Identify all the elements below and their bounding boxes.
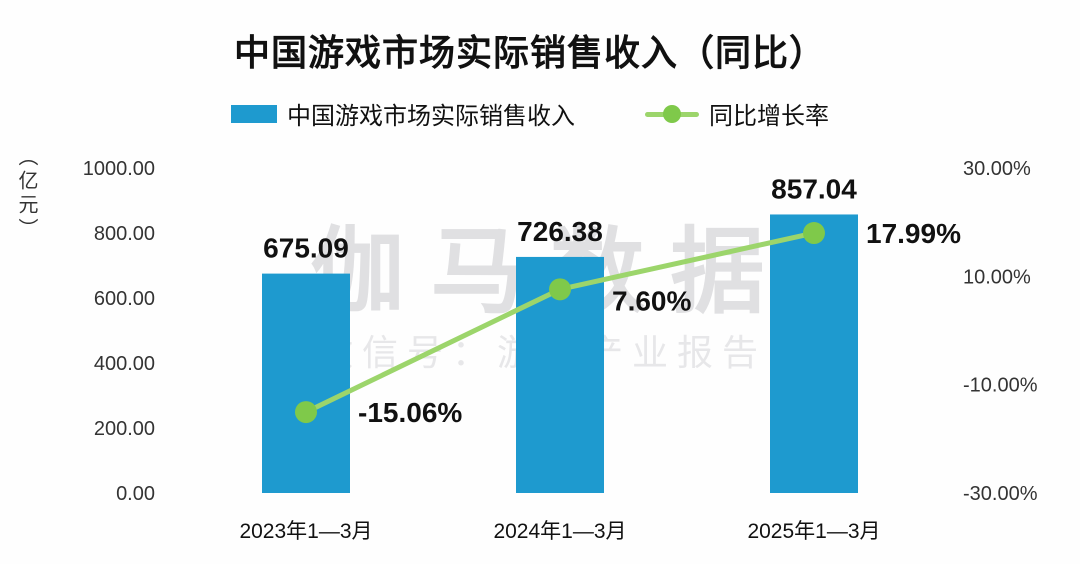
y-axis-unit-label: （亿元） [15, 146, 37, 242]
legend-label-revenue: 中国游戏市场实际销售收入 [287, 103, 575, 130]
page-title: 中国游戏市场实际销售收入（同比） [233, 32, 826, 73]
growth-value-label: 17.99% [866, 218, 961, 249]
growth-value-label: 7.60% [612, 285, 691, 316]
growth-point [549, 278, 571, 301]
legend-label-growth: 同比增长率 [709, 103, 829, 130]
x-axis-label: 2024年1—3月 [493, 520, 626, 543]
bar-value-label: 726.38 [517, 216, 603, 247]
bar [770, 214, 858, 493]
growth-value-label: -15.06% [358, 397, 462, 428]
bar-value-label: 675.09 [263, 233, 349, 264]
y-axis-tick-left: 400.00 [94, 353, 155, 375]
line-series-marker-icon [645, 104, 699, 124]
legend-item-growth: 同比增长率 [645, 96, 829, 131]
legend-item-revenue: 中国游戏市场实际销售收入 [231, 96, 575, 131]
y-axis-tick-left: 1000.00 [83, 158, 155, 180]
y-axis-tick-right: -30.00% [963, 483, 1038, 505]
bar-series-swatch-icon [231, 104, 277, 123]
y-axis-tick-left: 600.00 [94, 288, 155, 310]
y-axis-tick-left: 800.00 [94, 223, 155, 245]
growth-point [295, 401, 317, 424]
legend: 中国游戏市场实际销售收入 同比增长率 [0, 96, 1060, 131]
bar-value-label: 857.04 [771, 173, 857, 204]
growth-point [803, 222, 825, 245]
y-axis-tick-right: 30.00% [963, 158, 1031, 180]
y-axis-tick-right: 10.00% [963, 266, 1031, 288]
x-axis-label: 2023年1—3月 [239, 520, 372, 543]
y-axis-tick-left: 0.00 [116, 483, 155, 505]
y-axis-tick-left: 200.00 [94, 418, 155, 440]
bar [262, 273, 350, 493]
x-axis-label: 2025年1—3月 [747, 520, 880, 543]
y-axis-tick-right: -10.00% [963, 375, 1038, 397]
